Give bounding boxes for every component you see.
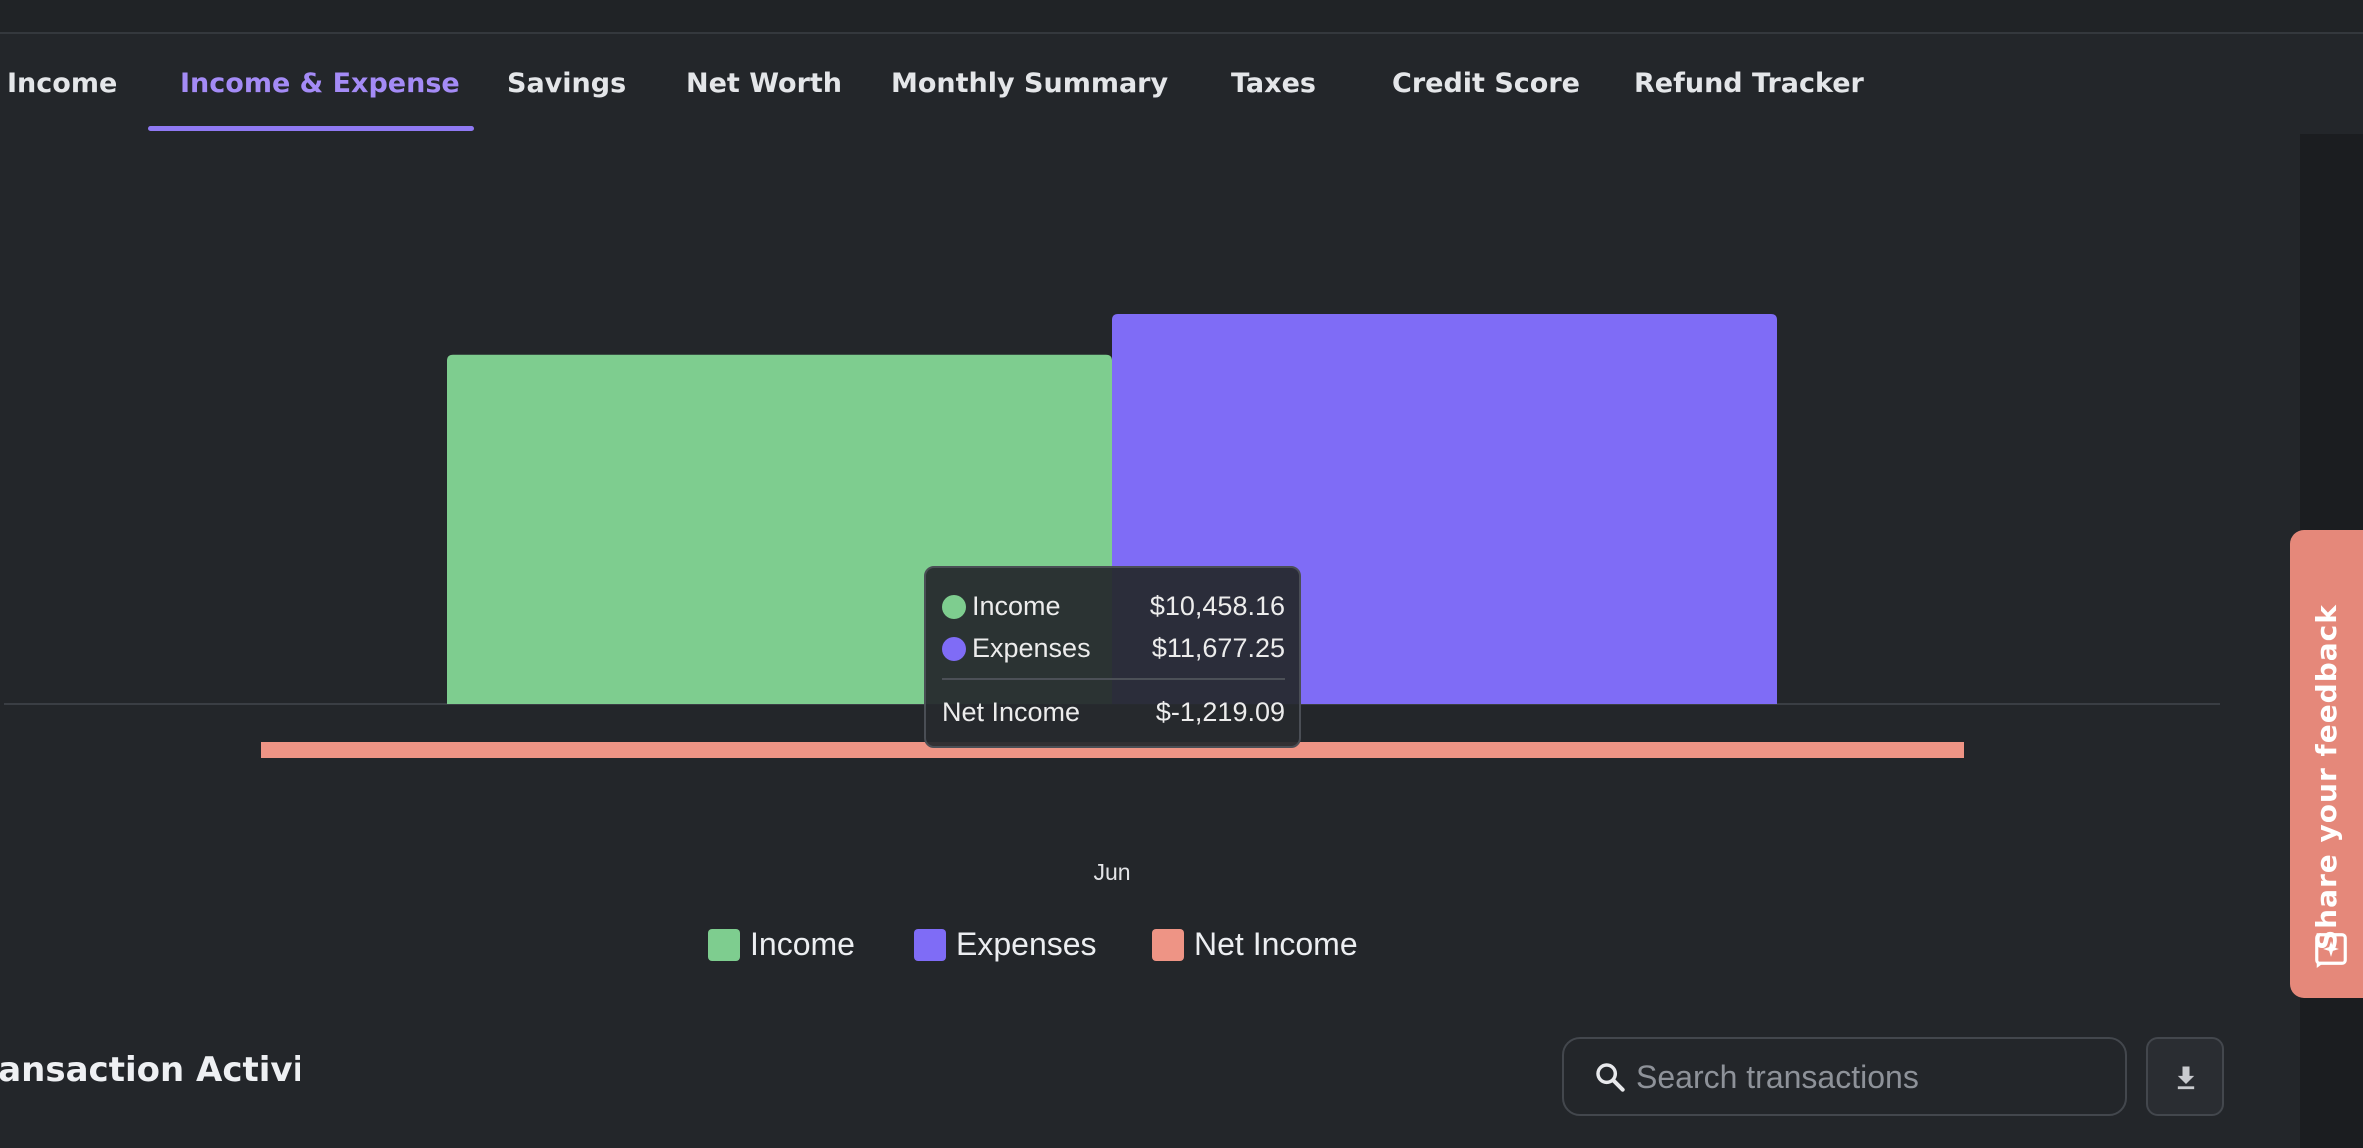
x-tick-label: Jun — [1093, 859, 1130, 885]
legend-label: Expenses — [956, 926, 1097, 962]
download-icon — [2177, 1066, 2195, 1090]
tab-monthly-summary[interactable]: Monthly Summary — [891, 68, 1169, 99]
chart-tooltip: Income $10,458.16 Expenses $11,677.25 Ne… — [924, 566, 1301, 748]
expenses-dot-icon — [942, 637, 966, 661]
feedback-tab[interactable]: Share your feedback — [2290, 530, 2363, 998]
section-title: Transaction Activity — [0, 1050, 300, 1090]
net-income-bar[interactable] — [261, 742, 1964, 758]
tooltip-label: Expenses — [972, 633, 1091, 663]
search-input[interactable] — [1636, 1053, 2106, 1101]
legend-label: Net Income — [1194, 926, 1358, 962]
tooltip-value: $11,677.25 — [1151, 633, 1285, 663]
tooltip-label: Income — [972, 591, 1061, 621]
legend-label: Income — [750, 926, 855, 962]
active-tab-indicator — [148, 126, 474, 131]
feedback-label: Share your feedback — [2310, 604, 2343, 950]
tab-refund-tracker[interactable]: Refund Tracker — [1634, 68, 1864, 99]
search-box[interactable] — [1562, 1037, 2127, 1116]
tooltip-row-net: Net Income $-1,219.09 — [942, 694, 1285, 730]
tooltip-divider — [942, 678, 1285, 680]
tab-net-worth[interactable]: Net Worth — [686, 68, 843, 99]
tab-savings[interactable]: Savings — [507, 68, 627, 99]
tooltip-label: Net Income — [942, 697, 1081, 727]
tab-bar: Income Income & Expense Savings Net Wort… — [0, 34, 2300, 134]
search-icon — [1594, 1061, 1626, 1097]
tooltip-value: $10,458.16 — [1149, 591, 1285, 621]
legend-swatch — [708, 929, 740, 961]
tab-income-expense[interactable]: Income & Expense — [180, 68, 460, 99]
tab-taxes[interactable]: Taxes — [1231, 68, 1316, 99]
income-dot-icon — [942, 595, 966, 619]
tab-income[interactable]: Income — [7, 68, 118, 99]
tab-credit-score[interactable]: Credit Score — [1392, 68, 1580, 99]
download-button[interactable] — [2146, 1037, 2224, 1116]
income-expense-chart: Jun — [4, 314, 2220, 885]
legend-swatch — [1152, 929, 1184, 961]
feedback-icon — [2315, 933, 2347, 968]
tooltip-row-income: Income $10,458.16 — [942, 588, 1285, 624]
top-bar — [0, 0, 2363, 34]
legend-swatch — [914, 929, 946, 961]
tooltip-row-expenses: Expenses $11,677.25 — [942, 630, 1285, 666]
tooltip-value: $-1,219.09 — [1155, 697, 1285, 727]
